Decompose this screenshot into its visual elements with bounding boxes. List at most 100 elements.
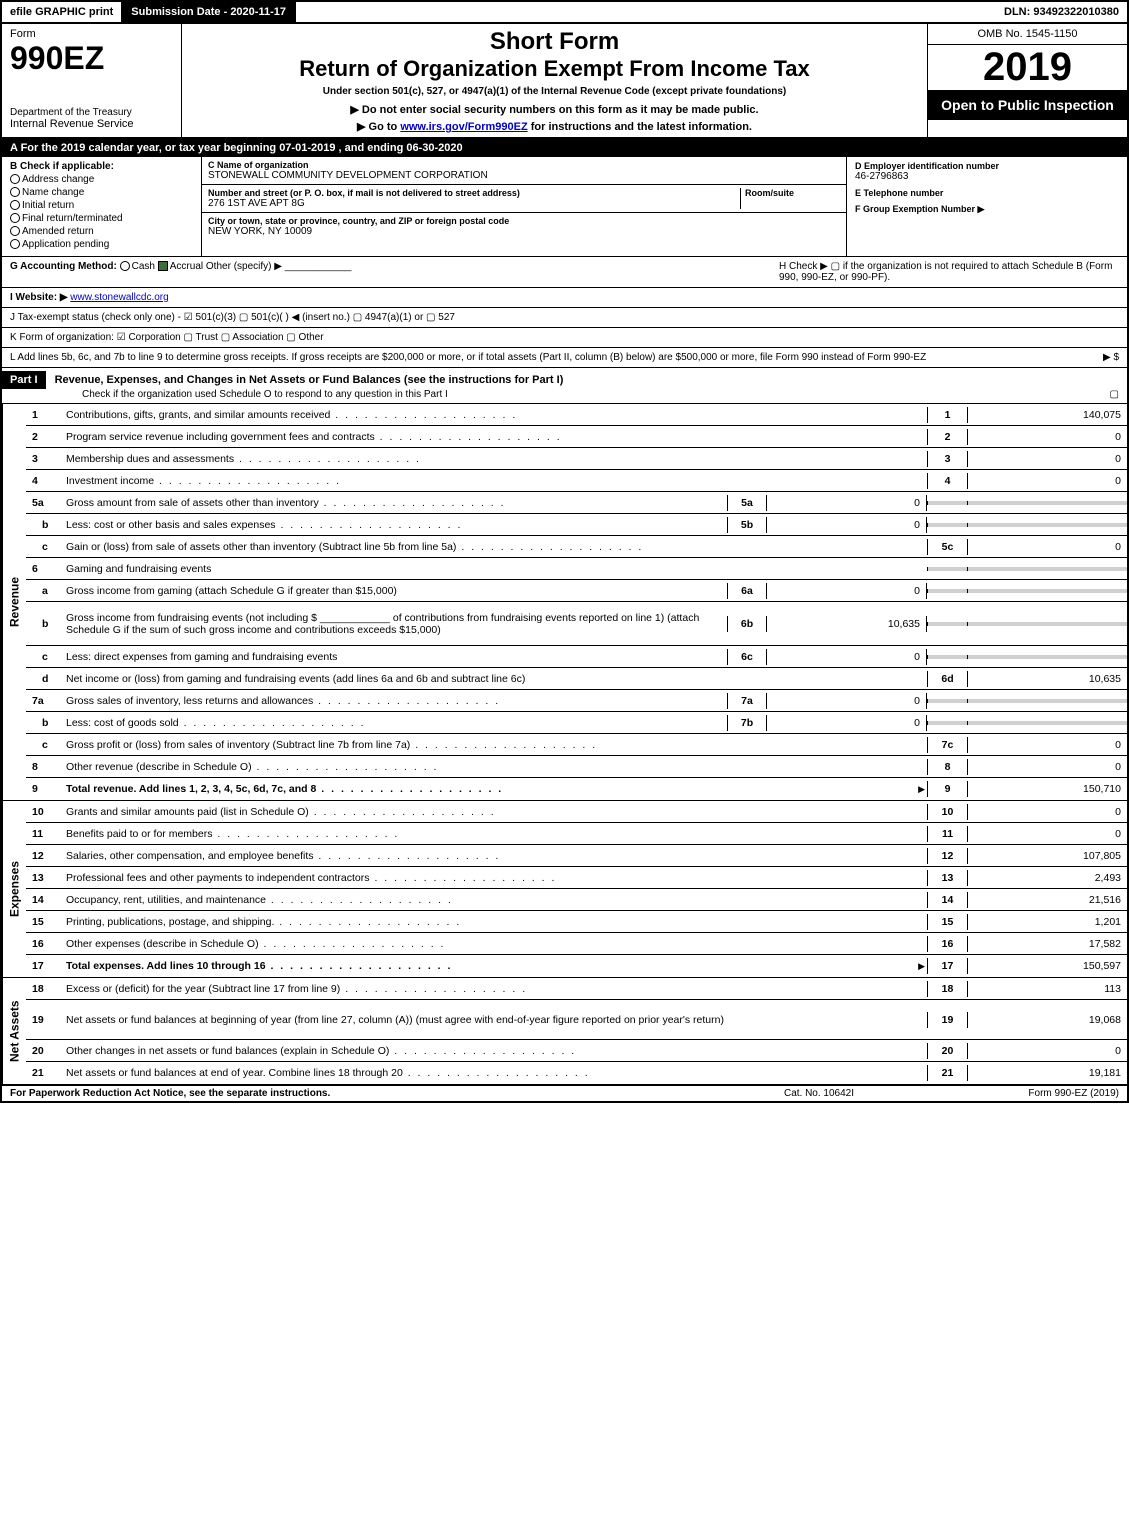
- header-center: Short Form Return of Organization Exempt…: [182, 24, 927, 137]
- c-name-label: C Name of organization: [208, 160, 840, 170]
- netassets-side-label: Net Assets: [2, 978, 26, 1084]
- part1-check[interactable]: ▢: [1110, 389, 1127, 400]
- line-1: 1Contributions, gifts, grants, and simil…: [26, 404, 1127, 426]
- chk-address-change[interactable]: Address change: [10, 174, 193, 185]
- section-j: J Tax-exempt status (check only one) - ☑…: [2, 308, 1127, 328]
- chk-name-change[interactable]: Name change: [10, 187, 193, 198]
- info-grid: B Check if applicable: Address change Na…: [2, 157, 1127, 257]
- line-6a: aGross income from gaming (attach Schedu…: [26, 580, 1127, 602]
- section-l: L Add lines 5b, 6c, and 7b to line 9 to …: [2, 348, 1127, 368]
- efile-print-label[interactable]: efile GRAPHIC print: [2, 2, 121, 22]
- arrow-icon: [916, 960, 927, 972]
- line-19: 19Net assets or fund balances at beginni…: [26, 1000, 1127, 1040]
- line-15: 15Printing, publications, postage, and s…: [26, 911, 1127, 933]
- line-21: 21Net assets or fund balances at end of …: [26, 1062, 1127, 1084]
- form-number: 990EZ: [10, 40, 173, 77]
- line-5a: 5aGross amount from sale of assets other…: [26, 492, 1127, 514]
- l-arrow: ▶ $: [1103, 352, 1119, 363]
- irs-label: Internal Revenue Service: [10, 118, 173, 130]
- line-6b: bGross income from fundraising events (n…: [26, 602, 1127, 646]
- website-link[interactable]: www.stonewallcdc.org: [70, 292, 168, 303]
- line-6c: cLess: direct expenses from gaming and f…: [26, 646, 1127, 668]
- expenses-side-label: Expenses: [2, 801, 26, 977]
- open-public-inspection: Open to Public Inspection: [928, 90, 1127, 120]
- line-7a: 7aGross sales of inventory, less returns…: [26, 690, 1127, 712]
- form-page: efile GRAPHIC print Submission Date - 20…: [0, 0, 1129, 1103]
- chk-amended-return[interactable]: Amended return: [10, 226, 193, 237]
- netassets-table: 18Excess or (deficit) for the year (Subt…: [26, 978, 1127, 1084]
- org-city: NEW YORK, NY 10009: [208, 226, 840, 237]
- line-4: 4Investment income40: [26, 470, 1127, 492]
- revenue-side-label: Revenue: [2, 404, 26, 800]
- goto-instructions: ▶ Go to www.irs.gov/Form990EZ for instru…: [190, 120, 919, 133]
- line-2: 2Program service revenue including gover…: [26, 426, 1127, 448]
- line-11: 11Benefits paid to or for members110: [26, 823, 1127, 845]
- i-label: I Website: ▶: [10, 292, 68, 303]
- expenses-table: 10Grants and similar amounts paid (list …: [26, 801, 1127, 977]
- line-5c: cGain or (loss) from sale of assets othe…: [26, 536, 1127, 558]
- line-7b: bLess: cost of goods sold7b0: [26, 712, 1127, 734]
- line-16: 16Other expenses (describe in Schedule O…: [26, 933, 1127, 955]
- part1-title: Revenue, Expenses, and Changes in Net As…: [49, 374, 564, 386]
- line-7c: cGross profit or (loss) from sales of in…: [26, 734, 1127, 756]
- revenue-section: Revenue 1Contributions, gifts, grants, a…: [2, 404, 1127, 801]
- other-specify: Other (specify) ▶: [206, 261, 282, 272]
- goto-pre: ▶ Go to: [357, 121, 400, 133]
- submission-date-button[interactable]: Submission Date - 2020-11-17: [121, 2, 296, 22]
- org-name: STONEWALL COMMUNITY DEVELOPMENT CORPORAT…: [208, 170, 840, 181]
- line-20: 20Other changes in net assets or fund ba…: [26, 1040, 1127, 1062]
- form-word: Form: [10, 28, 173, 40]
- chk-initial-return[interactable]: Initial return: [10, 200, 193, 211]
- under-section: Under section 501(c), 527, or 4947(a)(1)…: [190, 86, 919, 97]
- row-gh: G Accounting Method: Cash Accrual Other …: [2, 257, 1127, 288]
- section-b: B Check if applicable: Address change Na…: [2, 157, 202, 256]
- omb-number: OMB No. 1545-1150: [928, 24, 1127, 45]
- header-left: Form 990EZ Department of the Treasury In…: [2, 24, 182, 137]
- tax-year: 2019: [928, 45, 1127, 90]
- short-form-title: Short Form: [190, 28, 919, 56]
- chk-application-pending[interactable]: Application pending: [10, 239, 193, 250]
- line-13: 13Professional fees and other payments t…: [26, 867, 1127, 889]
- section-k: K Form of organization: ☑ Corporation ▢ …: [2, 328, 1127, 348]
- c-addr-label: Number and street (or P. O. box, if mail…: [208, 188, 740, 198]
- section-h: H Check ▶ ▢ if the organization is not r…: [779, 261, 1119, 283]
- section-c: C Name of organization STONEWALL COMMUNI…: [202, 157, 847, 256]
- footer-paperwork: For Paperwork Reduction Act Notice, see …: [10, 1088, 719, 1099]
- line-8: 8Other revenue (describe in Schedule O)8…: [26, 756, 1127, 778]
- section-i: I Website: ▶ www.stonewallcdc.org: [2, 288, 1127, 308]
- form-header: Form 990EZ Department of the Treasury In…: [2, 24, 1127, 139]
- chk-accrual[interactable]: [158, 261, 168, 271]
- g-label: G Accounting Method:: [10, 261, 117, 272]
- line-9: 9Total revenue. Add lines 1, 2, 3, 4, 5c…: [26, 778, 1127, 800]
- line-10: 10Grants and similar amounts paid (list …: [26, 801, 1127, 823]
- line-6d: dNet income or (loss) from gaming and fu…: [26, 668, 1127, 690]
- irs-link[interactable]: www.irs.gov/Form990EZ: [400, 121, 527, 133]
- ein-value: 46-2796863: [855, 171, 1119, 182]
- expenses-section: Expenses 10Grants and similar amounts pa…: [2, 801, 1127, 978]
- room-label: Room/suite: [745, 188, 840, 198]
- chk-final-return[interactable]: Final return/terminated: [10, 213, 193, 224]
- f-group-label: F Group Exemption Number ▶: [855, 204, 1119, 215]
- line-18: 18Excess or (deficit) for the year (Subt…: [26, 978, 1127, 1000]
- dln-label: DLN: 93492322010380: [996, 2, 1127, 22]
- part1-label: Part I: [2, 371, 46, 389]
- header-right: OMB No. 1545-1150 2019 Open to Public In…: [927, 24, 1127, 137]
- org-address: 276 1ST AVE APT 8G: [208, 198, 740, 209]
- line-14: 14Occupancy, rent, utilities, and mainte…: [26, 889, 1127, 911]
- revenue-table: 1Contributions, gifts, grants, and simil…: [26, 404, 1127, 800]
- footer-catno: Cat. No. 10642I: [719, 1088, 919, 1099]
- chk-cash[interactable]: [120, 261, 130, 271]
- section-g: G Accounting Method: Cash Accrual Other …: [10, 261, 779, 283]
- section-a-tax-year: A For the 2019 calendar year, or tax yea…: [2, 139, 1127, 157]
- dept-treasury: Department of the Treasury: [10, 107, 173, 118]
- line-5b: bLess: cost or other basis and sales exp…: [26, 514, 1127, 536]
- part1-check-text: Check if the organization used Schedule …: [82, 389, 448, 400]
- arrow-icon: [916, 783, 927, 795]
- l-text: L Add lines 5b, 6c, and 7b to line 9 to …: [10, 352, 926, 363]
- section-de: D Employer identification number 46-2796…: [847, 157, 1127, 256]
- line-3: 3Membership dues and assessments30: [26, 448, 1127, 470]
- netassets-section: Net Assets 18Excess or (deficit) for the…: [2, 978, 1127, 1085]
- line-12: 12Salaries, other compensation, and empl…: [26, 845, 1127, 867]
- line-17: 17Total expenses. Add lines 10 through 1…: [26, 955, 1127, 977]
- part1-header-row: Part I Revenue, Expenses, and Changes in…: [2, 368, 1127, 404]
